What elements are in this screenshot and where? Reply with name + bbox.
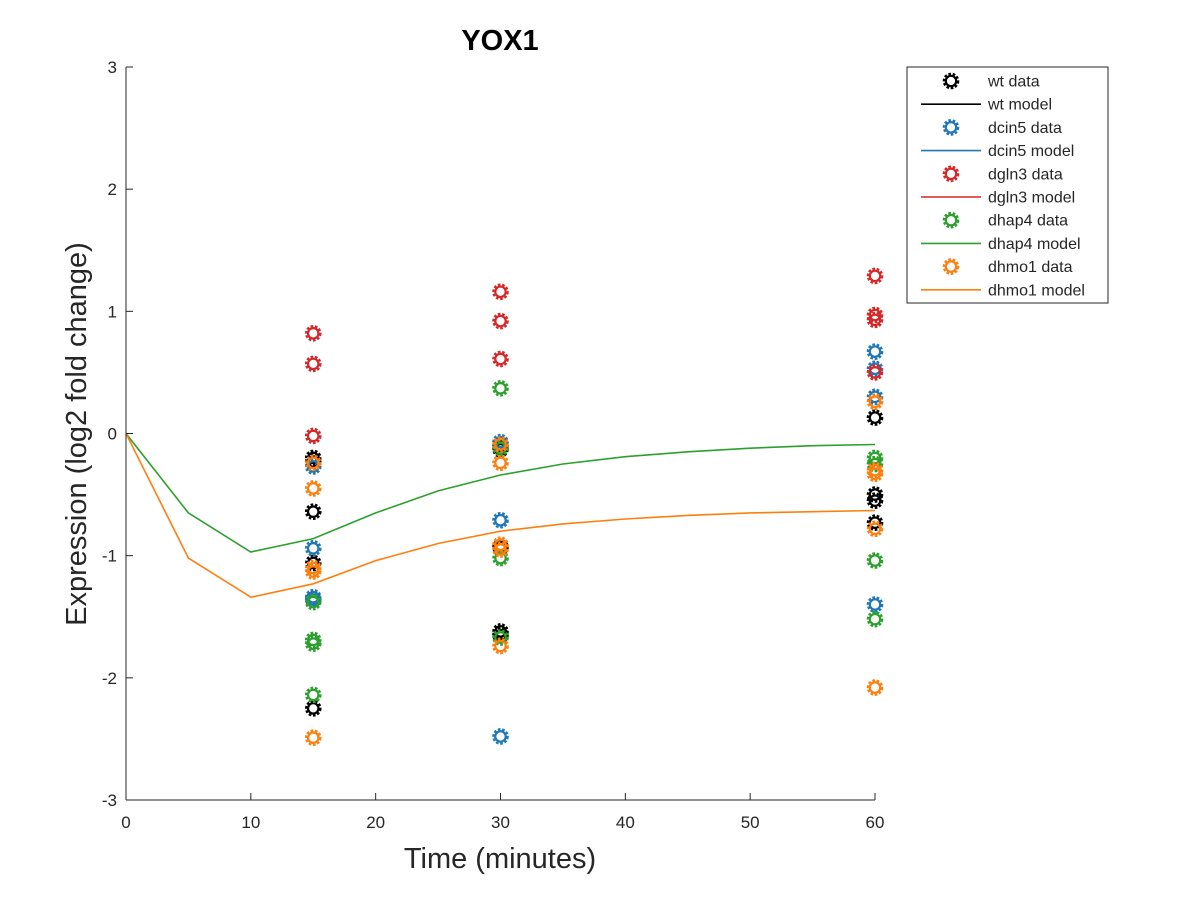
legend-label: dhap4 model xyxy=(988,236,1081,253)
legend-item: dcin5 model xyxy=(921,143,1074,160)
legend-label: dhmo1 data xyxy=(988,259,1073,276)
data-point-dhmo1-data xyxy=(866,393,884,411)
y-tick-label: -2 xyxy=(102,669,117,688)
y-axis-label: Expression (log2 fold change) xyxy=(61,242,93,626)
legend-label: dhmo1 model xyxy=(988,282,1085,299)
legend-marker xyxy=(942,211,960,229)
data-point-dhap4-data xyxy=(304,686,322,704)
y-tick-label: -3 xyxy=(102,791,117,810)
legend-item: dhap4 data xyxy=(942,211,1068,230)
legend-item: dhmo1 data xyxy=(942,258,1073,276)
legend-item: dgln3 data xyxy=(942,165,1063,183)
legend: wt data wt model dcin5 data dcin5 model dgln… xyxy=(906,66,1109,304)
x-tick-label: 60 xyxy=(866,813,885,832)
data-point-dgln3-data xyxy=(866,364,884,381)
data-point-dgln3-data xyxy=(492,312,509,330)
legend-label: dgln3 model xyxy=(988,190,1075,207)
data-point-dhap4-data xyxy=(304,593,322,611)
legend-label: wt data xyxy=(987,74,1040,91)
chart-title: YOX1 xyxy=(461,25,538,57)
data-point-dhmo1-data xyxy=(492,541,509,558)
y-tick-label: 0 xyxy=(108,425,117,444)
x-tick-label: 30 xyxy=(491,813,510,832)
x-tick-label: 40 xyxy=(616,813,635,832)
data-point-wt-data xyxy=(866,492,884,509)
legend-item: dhmo1 model xyxy=(921,282,1085,299)
legend-marker xyxy=(942,165,960,183)
y-tick-label: 1 xyxy=(108,302,117,321)
data-point-dhmo1-data xyxy=(492,454,509,472)
legend-marker xyxy=(942,72,960,90)
y-axis: -3 -2 -1 0 1 2 3 xyxy=(102,58,133,810)
data-point-dgln3-data xyxy=(304,325,322,342)
x-axis: 0 10 20 30 40 50 60 xyxy=(121,793,884,832)
legend-item: wt data xyxy=(942,72,1040,91)
data-point-dhmo1-data xyxy=(866,520,884,538)
data-point-dgln3-data xyxy=(304,427,322,445)
data-point-dcin5-data xyxy=(304,540,322,557)
data-point-dhmo1-data xyxy=(866,465,884,483)
series-line-dhmo1-model xyxy=(125,433,876,599)
data-point-dhmo1-data xyxy=(304,729,322,746)
data-point-dhmo1-data xyxy=(866,679,884,696)
x-tick-label: 0 xyxy=(121,813,130,832)
legend-box xyxy=(906,66,1109,304)
legend-label: dhap4 data xyxy=(988,213,1068,230)
data-point-dcin5-data xyxy=(492,511,509,529)
data-point-wt-data xyxy=(304,700,322,717)
x-tick-label: 10 xyxy=(241,813,260,832)
data-point-dhmo1-data xyxy=(492,436,509,453)
legend-label: wt model xyxy=(987,97,1052,114)
data-point-dcin5-data xyxy=(304,458,322,475)
data-point-wt-data xyxy=(304,503,322,520)
data-point-dcin5-data xyxy=(866,596,884,613)
data-point-dhmo1-data xyxy=(492,637,509,655)
data-point-dhmo1-data xyxy=(304,480,322,497)
legend-label: dcin5 data xyxy=(988,120,1062,137)
legend-item: wt model xyxy=(921,97,1052,114)
data-point-dhmo1-data xyxy=(304,454,322,472)
x-axis-label: Time (minutes) xyxy=(404,843,596,875)
x-tick-label: 20 xyxy=(366,813,385,832)
data-point-dgln3-data xyxy=(304,355,322,373)
legend-label: dcin5 model xyxy=(988,143,1074,160)
legend-marker xyxy=(942,119,960,136)
data-point-dhap4-data xyxy=(492,629,509,646)
legend-label: dgln3 data xyxy=(988,166,1063,183)
y-tick-label: 2 xyxy=(108,180,117,199)
legend-item: dgln3 model xyxy=(921,190,1075,207)
data-point-dcin5-data xyxy=(866,343,884,360)
x-tick-label: 50 xyxy=(741,813,760,832)
data-point-dgln3-data xyxy=(866,311,884,329)
data-point-dhap4-data xyxy=(866,552,884,569)
data-point-dhap4-data xyxy=(304,635,322,652)
plot-area xyxy=(125,267,884,746)
legend-item: dcin5 data xyxy=(942,119,1062,137)
data-point-dgln3-data xyxy=(492,283,509,301)
legend-marker xyxy=(942,258,960,275)
y-tick-label: 3 xyxy=(108,58,117,77)
data-point-wt-data xyxy=(866,409,884,426)
data-point-dhmo1-data xyxy=(304,563,322,580)
data-point-dgln3-data xyxy=(492,350,509,368)
data-point-dhap4-data xyxy=(492,379,509,397)
series-line-dhap4-model xyxy=(125,433,876,553)
data-point-dhap4-data xyxy=(866,610,884,628)
legend-item: dhap4 model xyxy=(921,236,1081,253)
data-point-dcin5-data xyxy=(492,728,509,745)
data-point-dgln3-data xyxy=(866,267,884,285)
y-tick-label: -1 xyxy=(102,547,117,566)
